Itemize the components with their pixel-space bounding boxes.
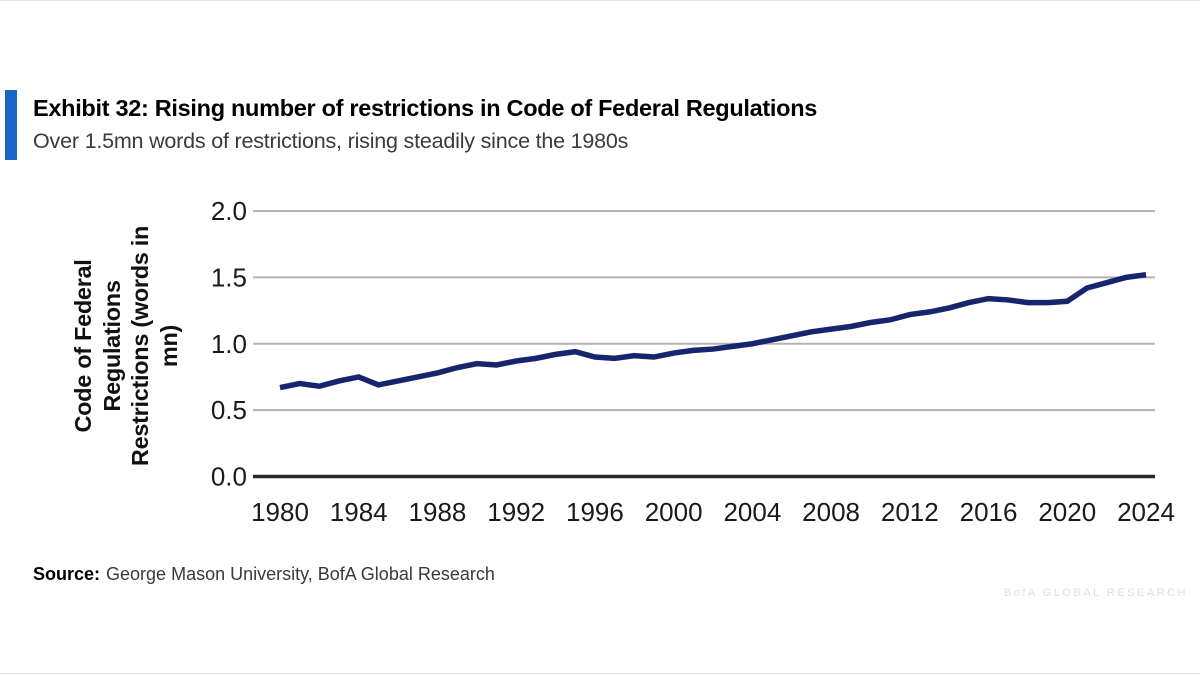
x-tick-label: 1992: [487, 497, 545, 527]
x-tick-label: 2020: [1038, 497, 1096, 527]
x-tick-label: 2012: [881, 497, 939, 527]
x-tick-label: 1984: [330, 497, 388, 527]
exhibit-subtitle: Over 1.5mn words of restrictions, rising…: [33, 129, 629, 153]
x-tick-label: 2024: [1117, 497, 1175, 527]
exhibit-title: Exhibit 32: Rising number of restriction…: [33, 95, 818, 121]
x-tick-label: 1988: [409, 497, 467, 527]
y-tick-label: 0.5: [211, 395, 247, 425]
y-tick-label: 2.0: [211, 196, 247, 226]
y-tick-label: 1.5: [211, 262, 247, 292]
data-line-cfr-restrictions: [279, 271, 1147, 391]
source-label: Source:: [33, 564, 101, 584]
watermark: BofA GLOBAL RESEARCH: [1003, 587, 1188, 599]
bottom-frame-line: [0, 673, 1200, 674]
source-row: Source: George Mason University, BofA Glo…: [33, 564, 495, 585]
source-text: George Mason University, BofA Global Res…: [106, 564, 495, 584]
exhibit-accent-bar: [5, 90, 17, 160]
x-tick-label: 2000: [645, 497, 703, 527]
y-tick-label: 1.0: [211, 329, 247, 359]
top-frame-line: [0, 0, 1200, 1]
x-tick-label: 2008: [802, 497, 860, 527]
x-tick-label: 2016: [960, 497, 1018, 527]
y-tick-label: 0.0: [211, 462, 247, 492]
x-tick-label: 1996: [566, 497, 624, 527]
x-tick-label: 2004: [723, 497, 781, 527]
x-tick-label: 1980: [251, 497, 309, 527]
